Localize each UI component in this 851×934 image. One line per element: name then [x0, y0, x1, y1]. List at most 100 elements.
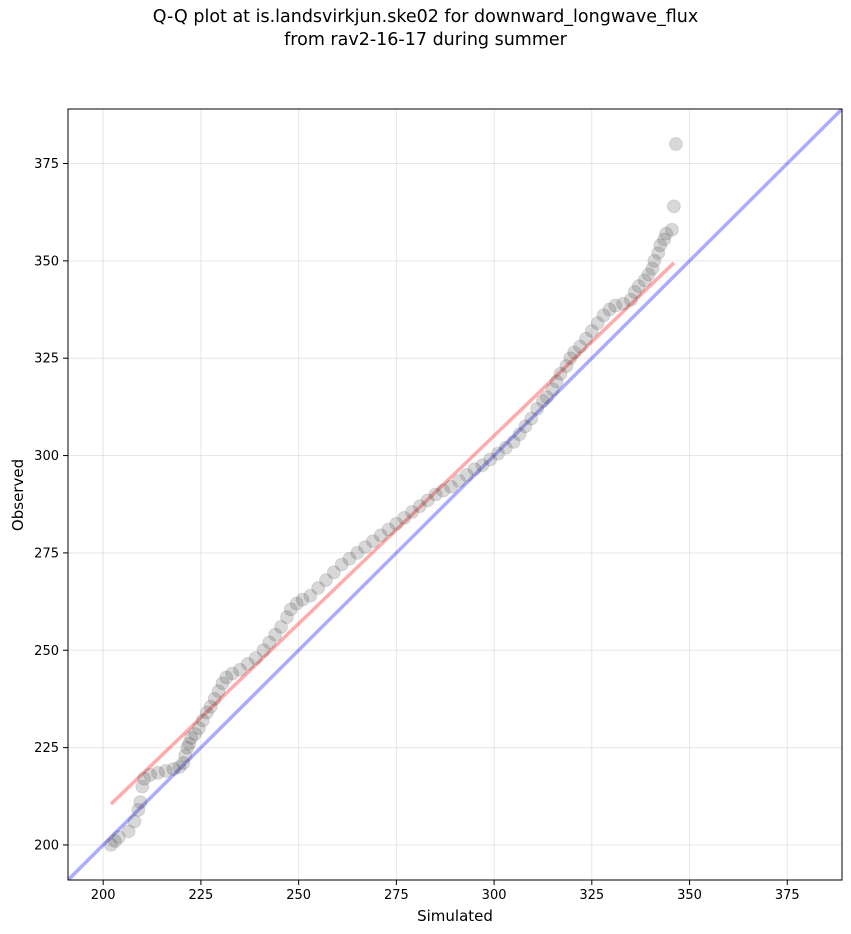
data-point	[219, 670, 234, 685]
data-point	[176, 756, 191, 771]
data-point	[191, 721, 206, 736]
data-point	[289, 596, 304, 611]
data-point	[567, 345, 582, 360]
data-point	[111, 830, 126, 845]
data-point	[405, 505, 419, 520]
data-point	[381, 522, 396, 537]
data-point	[539, 390, 554, 405]
data-point	[559, 359, 574, 373]
lines	[68, 109, 842, 880]
x-tick-label: 375	[775, 888, 800, 903]
plot-frame	[67, 108, 843, 881]
data-point	[467, 462, 482, 477]
data-point	[240, 656, 255, 671]
data-point	[180, 740, 195, 755]
data-point	[389, 516, 404, 531]
data-point	[573, 339, 588, 354]
data-point	[199, 705, 214, 720]
data-point	[645, 261, 660, 276]
scatter-points	[104, 137, 683, 852]
data-point	[365, 534, 380, 549]
data-point	[545, 382, 560, 397]
data-point	[319, 573, 333, 588]
data-point	[627, 285, 642, 300]
data-point	[182, 736, 197, 751]
x-tick-label: 200	[91, 888, 116, 903]
chart-title-line-2: from rav2-16-17 during summer	[284, 30, 567, 50]
data-point	[535, 394, 550, 409]
y-tick-label: 225	[34, 741, 59, 756]
data-point	[653, 238, 668, 253]
data-point	[436, 483, 451, 498]
data-point	[303, 588, 318, 603]
data-point	[475, 458, 490, 473]
data-point	[283, 602, 298, 617]
data-point	[211, 684, 226, 699]
data-point	[256, 643, 271, 658]
chart-title: Q-Q plot at is.landsvirkjun.ske02 for do…	[0, 6, 851, 52]
data-point	[104, 837, 118, 852]
x-axis-label: Simulated	[417, 907, 493, 925]
data-point	[137, 771, 152, 786]
data-point	[590, 316, 605, 331]
data-point	[518, 419, 533, 434]
data-point	[491, 446, 505, 461]
data-point	[342, 551, 357, 566]
data-point	[596, 308, 611, 323]
data-point	[397, 510, 412, 525]
fit-line	[109, 261, 676, 806]
data-point	[373, 528, 388, 543]
data-point	[195, 713, 210, 728]
data-point	[143, 767, 158, 782]
data-point	[524, 411, 539, 426]
y-tick-label: 325	[34, 352, 59, 367]
data-point	[311, 580, 326, 595]
data-point	[131, 802, 146, 817]
data-point	[444, 479, 459, 494]
x-tick-label: 350	[677, 888, 702, 903]
data-point	[150, 765, 165, 780]
y-tick-label: 200	[34, 838, 59, 853]
data-point	[295, 592, 310, 607]
data-point	[172, 760, 187, 775]
data-point	[641, 267, 656, 282]
x-tick-label: 325	[579, 888, 604, 903]
data-point	[184, 730, 199, 745]
y-axis-ticks: 200 225 250 275 300 325 350 375	[34, 157, 68, 853]
grid	[68, 109, 842, 880]
data-point	[274, 619, 289, 634]
x-tick-label: 275	[384, 888, 409, 903]
data-point	[215, 676, 230, 691]
data-point	[248, 651, 263, 666]
data-point	[268, 627, 283, 642]
data-point	[166, 762, 181, 777]
data-point	[451, 473, 466, 488]
data-point	[631, 279, 646, 294]
data-point	[133, 795, 148, 810]
x-tick-label: 225	[188, 888, 213, 903]
data-point	[608, 298, 623, 313]
data-point	[623, 292, 638, 307]
data-point	[498, 440, 513, 455]
data-point	[459, 468, 474, 483]
data-point	[668, 137, 683, 152]
data-point	[262, 635, 277, 650]
y-tick-label: 275	[34, 546, 59, 561]
y-tick-label: 300	[34, 449, 59, 464]
y-tick-label: 250	[34, 644, 59, 659]
data-point	[563, 351, 578, 366]
data-point	[578, 331, 593, 346]
data-point	[203, 699, 218, 714]
data-point	[664, 222, 679, 237]
data-point	[412, 499, 427, 514]
data-point	[659, 226, 674, 241]
data-point	[428, 487, 443, 502]
data-point	[549, 374, 564, 389]
data-point	[350, 545, 365, 560]
y-tick-label: 350	[34, 254, 59, 269]
data-point	[233, 662, 247, 677]
data-point	[647, 253, 662, 268]
data-point	[506, 434, 521, 449]
reference-line-1to1	[68, 109, 842, 880]
